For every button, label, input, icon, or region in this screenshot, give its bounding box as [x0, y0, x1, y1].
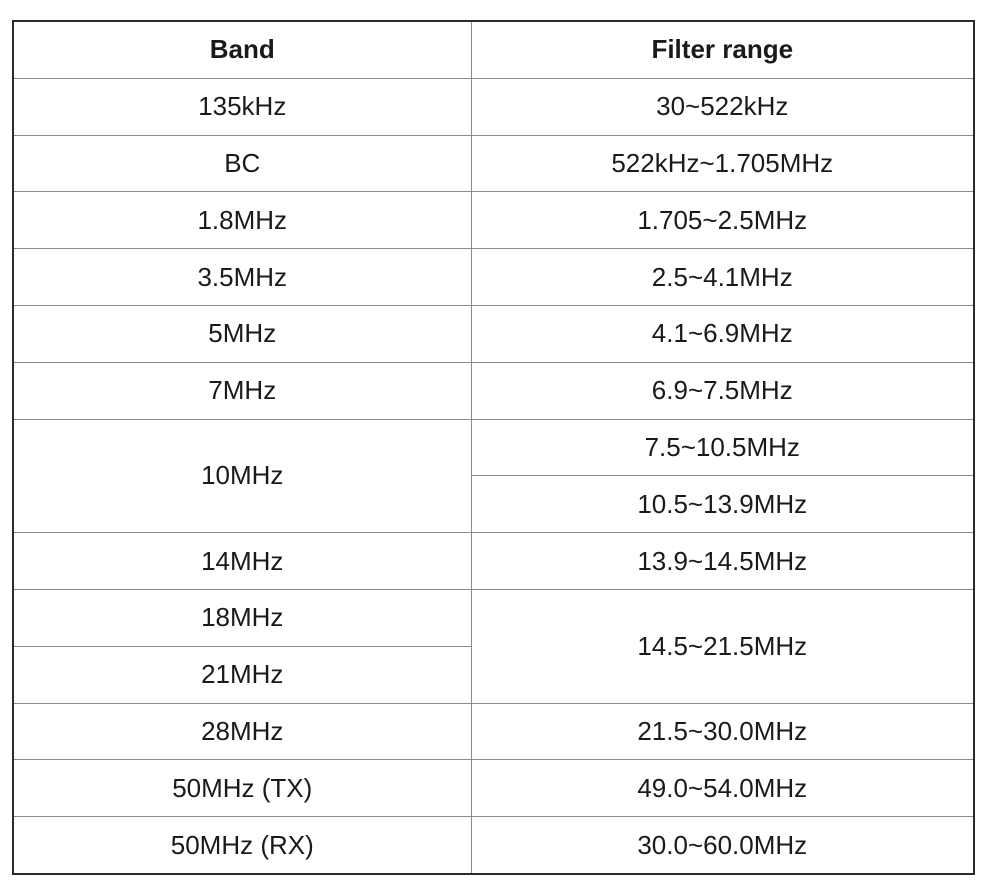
range-cell: 30~522kHz — [470, 77, 975, 136]
band-cell: 10MHz — [12, 418, 472, 534]
band-cell: 135kHz — [12, 77, 472, 136]
filter-table: Band Filter range 135kHz 30~522kHz BC 522k… — [12, 20, 975, 875]
header-cell: Filter range — [470, 20, 975, 79]
range-cell: 10.5~13.9MHz — [470, 475, 975, 534]
header-cell: Band — [12, 20, 472, 79]
row: 1.8MHz 1.705~2.5MHz — [12, 191, 975, 250]
range-cell: 1.705~2.5MHz — [470, 191, 975, 250]
band-cell: 18MHz — [12, 588, 472, 647]
range-cell: 14.5~21.5MHz — [470, 588, 975, 704]
band-cell: 1.8MHz — [12, 191, 472, 250]
row: 18MHz 14.5~21.5MHz — [12, 588, 975, 704]
row: 135kHz 30~522kHz — [12, 77, 975, 136]
row: 10.5~13.9MHz — [13, 475, 975, 534]
range-cell: 6.9~7.5MHz — [470, 361, 975, 420]
row: 5MHz 4.1~6.9MHz — [12, 304, 975, 363]
range-cell: 522kHz~1.705MHz — [470, 134, 975, 193]
row: 3.5MHz 2.5~4.1MHz — [12, 248, 975, 306]
band-cell: 7MHz — [12, 361, 472, 420]
row: 50MHz (RX) 30.0~60.0MHz — [12, 816, 975, 875]
row: 10MHz 7.5~10.5MHz — [12, 418, 975, 534]
band-cell: 28MHz — [12, 702, 472, 761]
range-cell: 13.9~14.5MHz — [470, 532, 975, 590]
row: BC 522kHz~1.705MHz — [12, 134, 975, 193]
row: 28MHz 21.5~30.0MHz — [12, 702, 975, 761]
range-cell: 30.0~60.0MHz — [470, 816, 975, 875]
band-cell: 5MHz — [12, 304, 472, 363]
range-cell: 21.5~30.0MHz — [470, 702, 975, 761]
range-cell: 49.0~54.0MHz — [470, 759, 975, 818]
header-row: Band Filter range — [12, 20, 975, 79]
band-cell: 50MHz (TX) — [12, 759, 472, 818]
band-cell: BC — [12, 134, 472, 193]
band-cell: 50MHz (RX) — [12, 816, 472, 875]
row: 14MHz 13.9~14.5MHz — [12, 532, 975, 590]
band-cell: 14MHz — [12, 532, 472, 590]
band-cell: 3.5MHz — [12, 248, 472, 306]
range-cell: 7.5~10.5MHz — [470, 418, 975, 477]
row: 50MHz (TX) 49.0~54.0MHz — [12, 759, 975, 818]
row: 7MHz 6.9~7.5MHz — [12, 361, 975, 420]
range-cell: 2.5~4.1MHz — [470, 248, 975, 306]
range-cell: 4.1~6.9MHz — [470, 304, 975, 363]
row: 21MHz — [12, 645, 974, 704]
band-cell: 21MHz — [12, 645, 472, 704]
